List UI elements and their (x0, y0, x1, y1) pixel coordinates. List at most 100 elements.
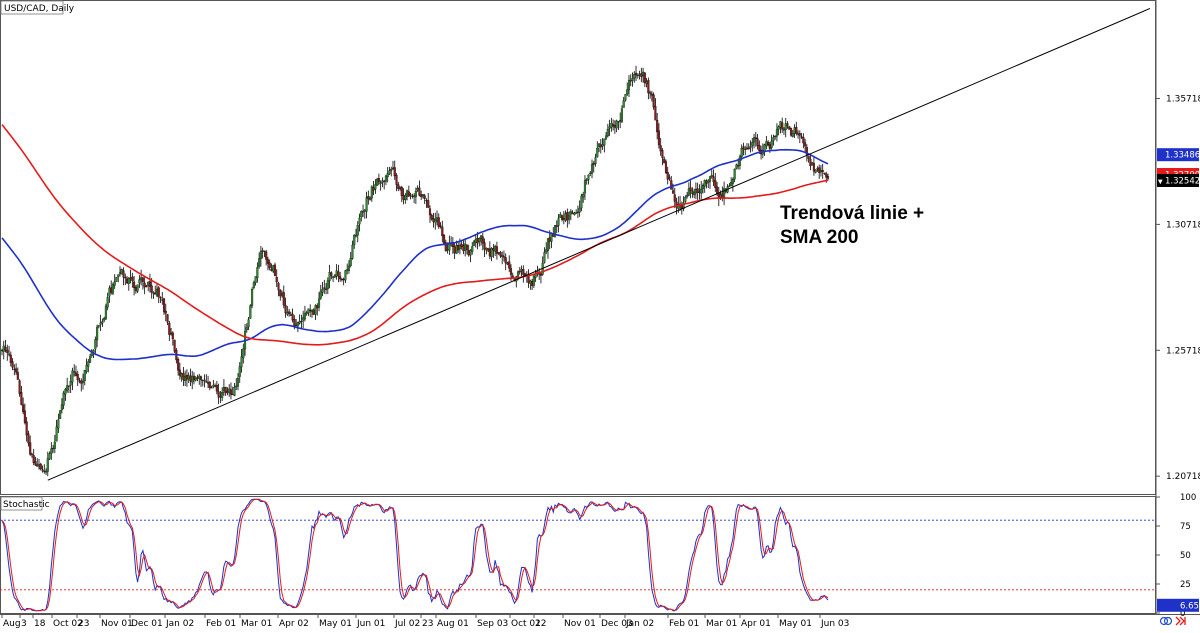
annotation-line-1: Trendová linie + (780, 203, 925, 224)
price-tick-label: 1.35718 (1166, 94, 1200, 104)
candle (566, 208, 569, 228)
candle (693, 188, 696, 199)
candle (608, 119, 611, 136)
candle (34, 456, 37, 467)
time-tick-label: Mar 01 (706, 619, 737, 628)
candle (712, 169, 715, 186)
candle (481, 232, 484, 251)
candle (81, 373, 85, 390)
candle (20, 385, 23, 406)
candle (191, 370, 194, 390)
candle (78, 377, 81, 384)
candle (529, 279, 532, 290)
candle (474, 234, 477, 248)
candle (826, 173, 830, 181)
candle (164, 303, 167, 322)
candle (201, 379, 204, 387)
candle (707, 179, 710, 189)
time-tick-label: Jun 03 (820, 619, 849, 628)
stoch-d-line (1, 498, 829, 612)
candle (605, 131, 608, 141)
candle (781, 117, 784, 133)
sma-200-line (1, 124, 829, 346)
candle (624, 94, 627, 102)
candle (53, 434, 56, 454)
candle (340, 278, 343, 282)
candle (664, 159, 668, 174)
candle (765, 135, 768, 150)
candle (488, 241, 491, 260)
price-tag: 1.33486 (1157, 148, 1200, 162)
candle (319, 284, 322, 300)
candle (698, 184, 701, 200)
candle (506, 261, 509, 266)
candle (472, 239, 476, 247)
time-tick-label: Jan 02 (165, 619, 194, 628)
candle (763, 143, 766, 156)
candle (714, 172, 717, 192)
candle (60, 398, 63, 414)
scroll-to-end-icon[interactable] (1175, 616, 1186, 626)
candle (50, 442, 53, 460)
candle (774, 135, 777, 140)
candle (631, 72, 634, 87)
link-icon[interactable] (1159, 616, 1173, 626)
time-tick-label: Feb 01 (669, 619, 699, 628)
stoch-tick-label: 25 (1180, 580, 1191, 590)
candle (203, 374, 206, 388)
candle (208, 381, 211, 391)
price-panel-frame (0, 0, 1156, 495)
candle (435, 210, 439, 226)
candle (110, 280, 113, 295)
candle (240, 348, 243, 373)
candle (400, 185, 403, 203)
candle (559, 211, 562, 218)
candle (723, 181, 726, 206)
candle (589, 171, 592, 177)
candle (407, 185, 410, 198)
candle (251, 287, 254, 309)
candle (344, 269, 347, 283)
candle (247, 316, 250, 331)
candle (585, 178, 588, 185)
candle (379, 180, 382, 191)
candle (619, 112, 622, 129)
candle (620, 105, 623, 124)
candle (814, 169, 817, 174)
candle (777, 125, 780, 136)
time-tick-label: 23 (78, 619, 89, 628)
candle (377, 173, 380, 185)
candle (347, 260, 351, 274)
candle (423, 193, 426, 205)
candle (59, 410, 62, 420)
candle (309, 304, 312, 318)
candle (471, 242, 474, 255)
candle (504, 253, 507, 271)
candle (689, 180, 692, 199)
candle (754, 131, 757, 147)
candle (317, 292, 321, 312)
candle (721, 186, 724, 202)
candle (617, 121, 620, 130)
candle (131, 272, 134, 288)
candle (569, 209, 572, 221)
candle (700, 180, 703, 200)
candle (207, 375, 210, 389)
candle (307, 308, 310, 316)
candle (150, 277, 153, 299)
candle (148, 273, 151, 293)
candle (300, 314, 303, 330)
trendline[interactable] (47, 8, 1151, 481)
candle (441, 220, 444, 243)
candle (642, 67, 645, 83)
candle (171, 331, 174, 346)
candle (654, 98, 657, 121)
candle (286, 305, 289, 317)
candle (701, 183, 705, 194)
candle (125, 276, 129, 285)
candle (531, 278, 534, 290)
candle (184, 370, 187, 387)
candle (215, 380, 218, 395)
